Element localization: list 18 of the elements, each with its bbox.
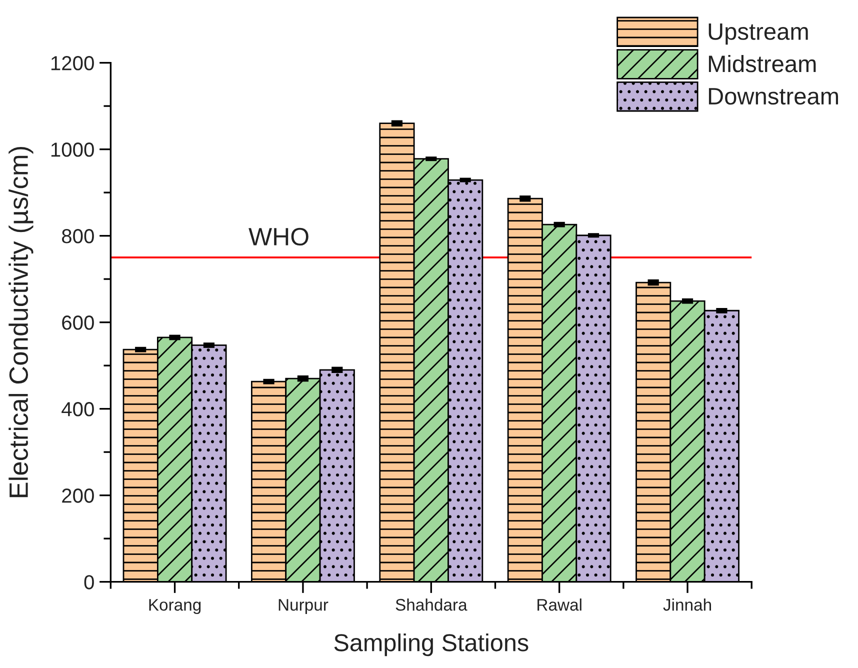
y-tick-label: 400 (62, 402, 94, 416)
legend-label: Downstream (708, 88, 838, 105)
legend-label: Midstream (708, 54, 816, 72)
x-tick-label: Nurpur (278, 599, 328, 614)
y-axis-title: Electrical Conductivity (µs/cm) (8, 146, 34, 498)
y-tick-label: 1200 (51, 56, 94, 70)
y-tick-label: 200 (62, 488, 94, 503)
y-tick-label: 1000 (51, 142, 94, 157)
x-tick-label: Jinnah (663, 598, 711, 611)
x-axis-title: Sampling Stations (334, 633, 528, 656)
y-tick-label: 600 (62, 316, 94, 330)
legend-label: Upstream (708, 23, 808, 45)
y-tick-label: 0 (84, 575, 94, 590)
x-tick-label: Korang (149, 599, 201, 614)
y-tick-label: 800 (62, 229, 94, 244)
ref-line-label: WHO (248, 228, 308, 246)
x-tick-label: Rawal (538, 598, 582, 611)
x-tick-label: Shahdara (396, 598, 468, 611)
